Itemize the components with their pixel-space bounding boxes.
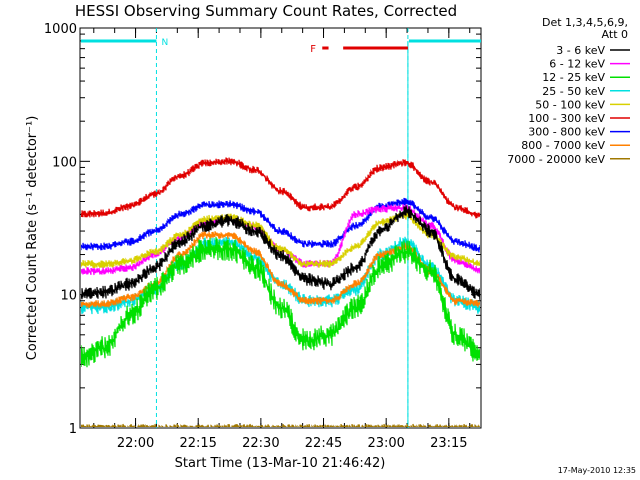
x-tick-label: 22:00	[117, 436, 154, 451]
legend-label: 800 - 7000 keV	[521, 139, 605, 152]
y-tick-label: 10	[60, 289, 77, 304]
plot-frame	[79, 27, 482, 429]
y-tick-label: 1000	[44, 22, 77, 37]
legend-heading-detectors: Det 1,3,4,5,6,9,	[542, 16, 628, 29]
x-axis-label: Start Time (13-Mar-10 21:46:42)	[175, 456, 386, 471]
legend-label: 25 - 50 keV	[542, 85, 605, 98]
x-tick-label: 23:15	[430, 436, 467, 451]
plot-area: 1 10 100 1000 22:00 22:15 22:30 22:45 23:00 23:15…	[44, 22, 482, 451]
x-tick-label: 22:30	[242, 436, 279, 451]
legend-label: 7000 - 20000 keV	[507, 153, 605, 166]
legend-label: 100 - 300 keV	[528, 112, 605, 125]
legend-label: 50 - 100 keV	[535, 98, 605, 111]
series-line-8	[81, 423, 480, 427]
series-line-6	[81, 197, 480, 253]
chart-title: HESSI Observing Summary Count Rates, Cor…	[75, 2, 457, 20]
x-tick-label: 23:00	[367, 436, 404, 451]
flare-label: F	[310, 44, 316, 55]
series-line-4	[81, 212, 480, 268]
series-line-0	[81, 205, 480, 300]
y-tick-label: 100	[52, 155, 77, 170]
legend-label: 12 - 25 keV	[542, 71, 605, 84]
series-line-5	[81, 157, 480, 219]
y-axis-label: Corrected Count Rate (s⁻¹ detector⁻¹)	[25, 116, 40, 361]
legend-label: 3 - 6 keV	[556, 44, 605, 57]
y-tick-label: 1	[69, 422, 77, 437]
date-stamp: 17-May-2010 12:35	[558, 466, 636, 475]
legend-label: 6 - 12 keV	[549, 58, 605, 71]
legend-heading-attenuator: Att 0	[602, 28, 628, 41]
x-tick-label: 22:45	[305, 436, 342, 451]
legend-label: 300 - 800 keV	[528, 126, 605, 139]
night-label: N	[161, 38, 168, 48]
series-line-2	[81, 237, 480, 368]
x-tick-label: 22:15	[179, 436, 216, 451]
